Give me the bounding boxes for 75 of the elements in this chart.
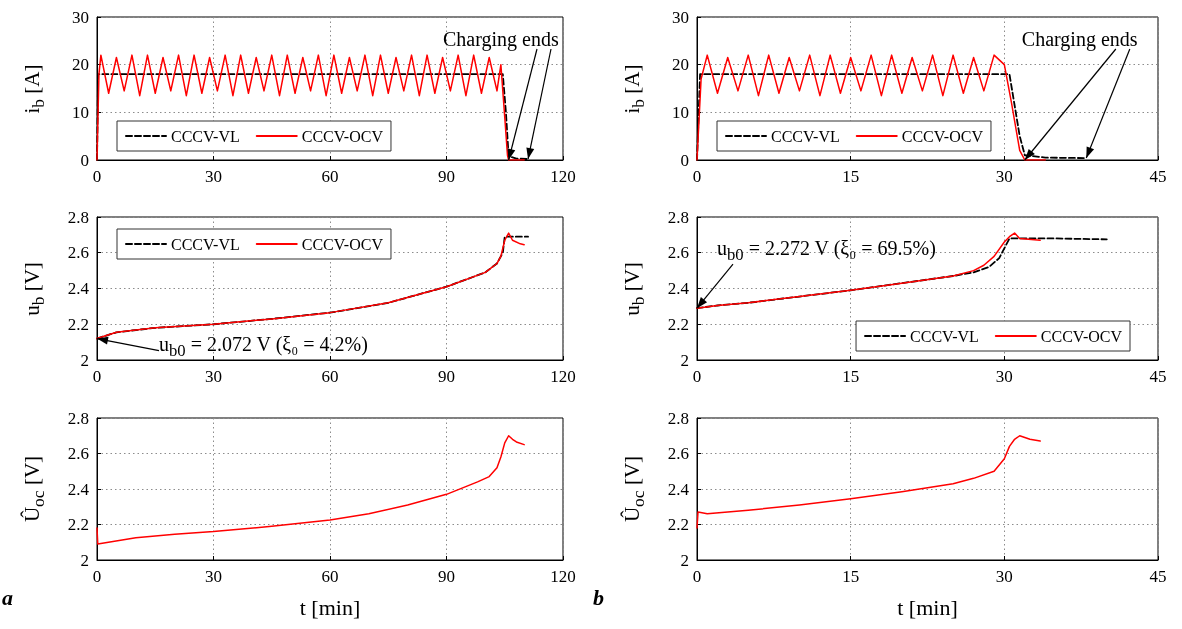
- x-tick-label: 15: [842, 367, 860, 386]
- x-tick-label: 90: [438, 167, 455, 186]
- y-tick-label: 2.4: [667, 279, 690, 298]
- text: a: [2, 585, 13, 610]
- x-tick-label: 120: [550, 567, 576, 586]
- y-tick-label: 2.6: [67, 444, 89, 463]
- y-tick-label: 2.8: [667, 408, 689, 428]
- legend-label: CCCV-VL: [771, 127, 840, 145]
- x-tick-label: 15: [842, 167, 860, 186]
- x-tick-label: 0: [692, 167, 702, 186]
- x-tick-label: 45: [1149, 567, 1167, 586]
- legend-label: CCCV-VL: [171, 127, 240, 145]
- y-tick-label: 2.2: [67, 515, 89, 534]
- y-tick-label: 2.4: [67, 479, 90, 499]
- y-tick-label: 2.8: [667, 207, 689, 227]
- x-axis-title: t [min]: [299, 594, 361, 620]
- y-tick-label: 2.6: [667, 243, 689, 263]
- annotation: u$_{b0}$ = 2.072 V (ξ₀ = 4.2%): [159, 332, 368, 360]
- y-tick-label: 2.8: [67, 207, 89, 227]
- y-tick-label: 2.6: [67, 243, 89, 263]
- x-tick-label: 30: [205, 167, 222, 186]
- y-tick-label: 2.2: [667, 314, 689, 334]
- text: b: [593, 585, 604, 610]
- y-tick-label: 2: [680, 550, 689, 570]
- line-series: [696, 54, 1047, 161]
- legend-label: CCCV-OCV: [301, 127, 384, 145]
- x-tick-label: 45: [1149, 167, 1167, 186]
- x-tick-label: 60: [321, 167, 339, 186]
- y-tick-label: 2.4: [67, 279, 90, 298]
- annotation: Charging ends: [1021, 28, 1138, 50]
- y-tick-label: 2.2: [667, 515, 689, 534]
- y-tick-label: 2.8: [67, 408, 89, 428]
- legend-label: CCCV-VL: [910, 327, 979, 345]
- y-tick-label: 2: [80, 550, 89, 570]
- y-tick-label: 0: [80, 150, 89, 170]
- x-tick-label: 60: [321, 567, 339, 586]
- y-tick-label: 20: [672, 55, 689, 75]
- y-tick-label: 2.2: [67, 314, 89, 334]
- line-series: [96, 435, 525, 545]
- x-tick-label: 30: [205, 367, 222, 386]
- y-tick-label: 10: [672, 102, 689, 122]
- y-tick-label: 10: [72, 102, 89, 122]
- x-tick-label: 90: [438, 367, 455, 386]
- line-series: [696, 232, 1041, 309]
- annotation: Charging ends: [443, 28, 559, 50]
- x-tick-label: 0: [92, 367, 102, 386]
- x-tick-label: 0: [692, 567, 702, 586]
- y-tick-label: 2: [80, 350, 89, 370]
- y-tick-label: 2: [680, 350, 689, 370]
- x-tick-label: 15: [842, 567, 860, 586]
- x-tick-label: 30: [995, 567, 1013, 586]
- x-tick-label: 0: [92, 167, 102, 186]
- y-tick-label: 20: [72, 55, 89, 75]
- line-series: [696, 435, 1041, 529]
- x-axis-title: t [min]: [897, 594, 958, 620]
- x-tick-label: 45: [1149, 367, 1167, 386]
- annotation: u$_{b0}$ = 2.272 V (ξ₀ = 69.5%): [717, 237, 936, 265]
- x-tick-label: 0: [692, 367, 702, 386]
- legend-label: CCCV-OCV: [901, 127, 984, 145]
- x-tick-label: 30: [995, 367, 1013, 386]
- x-tick-label: 60: [321, 367, 339, 386]
- y-tick-label: 2.4: [667, 479, 690, 499]
- y-tick-label: 30: [72, 7, 89, 27]
- x-tick-label: 30: [205, 567, 222, 586]
- legend-label: CCCV-OCV: [1040, 327, 1123, 345]
- x-tick-label: 120: [550, 167, 576, 186]
- legend-label: CCCV-VL: [171, 235, 240, 253]
- x-tick-label: 0: [92, 567, 102, 586]
- x-tick-label: 120: [550, 367, 576, 386]
- x-tick-label: 30: [995, 167, 1013, 186]
- y-tick-label: 0: [680, 150, 689, 170]
- y-tick-label: 30: [672, 7, 689, 27]
- y-tick-label: 2.6: [667, 444, 689, 463]
- x-tick-label: 90: [438, 567, 455, 586]
- legend-label: CCCV-OCV: [301, 235, 384, 253]
